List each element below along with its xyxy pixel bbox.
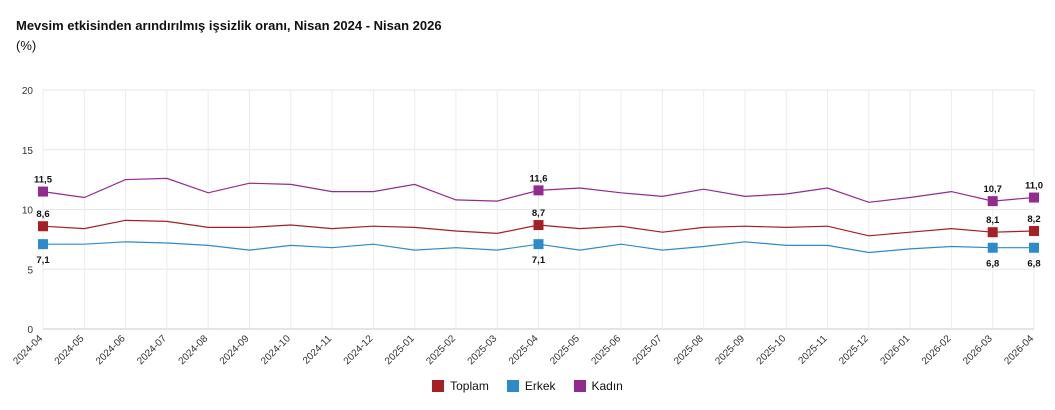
- data-point-marker: [38, 221, 48, 232]
- legend-label-erkek: Erkek: [524, 379, 556, 393]
- chart-legend: Toplam Erkek Kadın: [0, 379, 1055, 393]
- data-label: 11,0: [1025, 181, 1043, 192]
- x-tick-label: 2025-03: [466, 333, 500, 367]
- chart-grid: [42, 89, 1035, 330]
- x-tick-label: 2026-01: [879, 333, 913, 367]
- y-tick-label: 5: [27, 265, 33, 276]
- x-tick-label: 2025-05: [548, 333, 582, 367]
- legend-item-toplam[interactable]: Toplam: [432, 379, 489, 393]
- x-tick-label: 2026-02: [920, 333, 954, 367]
- x-tick-label: 2025-04: [507, 333, 541, 367]
- data-label: 8,2: [1027, 214, 1040, 225]
- data-label: 7,1: [36, 255, 50, 266]
- x-tick-label: 2025-12: [837, 333, 871, 367]
- x-tick-label: 2024-07: [135, 333, 169, 367]
- data-label: 11,5: [34, 175, 53, 186]
- x-tick-label: 2025-11: [796, 333, 830, 367]
- y-tick-label: 15: [22, 146, 34, 157]
- x-tick-label: 2025-02: [424, 333, 458, 367]
- x-tick-label: 2024-04: [11, 333, 45, 367]
- legend-item-kadin[interactable]: Kadın: [573, 379, 623, 393]
- x-tick-label: 2026-03: [961, 333, 995, 367]
- data-point-marker: [1029, 192, 1039, 203]
- x-axis: 2024-04 2024-05 2024-06 2024-07 2024-08 2024-…: [11, 333, 1036, 367]
- data-label: 10,7: [983, 184, 1002, 195]
- legend-swatch-kadin: [573, 380, 586, 392]
- x-tick-label: 2024-09: [218, 333, 252, 367]
- legend-label-toplam: Toplam: [450, 379, 489, 393]
- data-point-marker: [1029, 242, 1039, 253]
- x-tick-label: 2026-04: [1002, 333, 1036, 367]
- x-tick-label: 2024-05: [53, 333, 87, 367]
- legend-item-erkek[interactable]: Erkek: [506, 379, 556, 393]
- data-point-marker: [533, 220, 544, 231]
- data-point-marker: [987, 242, 998, 253]
- data-point-marker: [38, 186, 48, 197]
- data-label: 8,1: [986, 215, 1000, 226]
- x-tick-label: 2025-07: [631, 333, 665, 367]
- data-label: 11,6: [530, 173, 548, 184]
- x-tick-label: 2024-10: [259, 333, 293, 367]
- data-label: 8,6: [36, 209, 49, 220]
- x-tick-label: 2025-01: [383, 333, 417, 367]
- y-tick-label: 10: [22, 206, 34, 217]
- legend-swatch-erkek: [506, 380, 519, 392]
- data-label: 6,8: [986, 259, 999, 270]
- data-point-marker: [1029, 226, 1039, 237]
- x-tick-label: 2025-06: [589, 333, 623, 367]
- y-tick-label: 0: [27, 325, 33, 336]
- chart-subtitle: (%): [16, 38, 37, 53]
- data-point-marker: [533, 185, 544, 196]
- x-tick-label: 2025-10: [755, 333, 789, 367]
- data-label: 6,8: [1027, 259, 1040, 270]
- x-tick-label: 2024-11: [301, 333, 335, 367]
- x-tick-label: 2024-08: [177, 333, 211, 367]
- y-tick-label: 20: [22, 86, 34, 97]
- data-point-marker: [987, 196, 998, 207]
- x-tick-label: 2025-09: [713, 333, 747, 367]
- data-point-marker: [38, 239, 48, 250]
- data-label: 8,7: [532, 208, 545, 219]
- chart-title: Mevsim etkisinden arındırılmış işsizlik …: [16, 18, 442, 33]
- legend-label-kadin: Kadın: [591, 379, 623, 393]
- data-label: 7,1: [532, 255, 546, 266]
- legend-swatch-toplam: [432, 380, 445, 392]
- series-markers: [38, 185, 1039, 253]
- data-labels: 8,6 8,7 8,1 8,2 7,1 7,1 6,8 6,8 11,5 11,6 10,7 11,0: [34, 173, 1043, 269]
- data-point-marker: [533, 239, 544, 250]
- x-tick-label: 2024-06: [94, 333, 128, 367]
- x-tick-label: 2024-12: [342, 333, 376, 367]
- data-point-marker: [987, 227, 998, 238]
- x-tick-label: 2025-08: [672, 333, 706, 367]
- y-axis: 0 5 10 15 20: [22, 86, 34, 336]
